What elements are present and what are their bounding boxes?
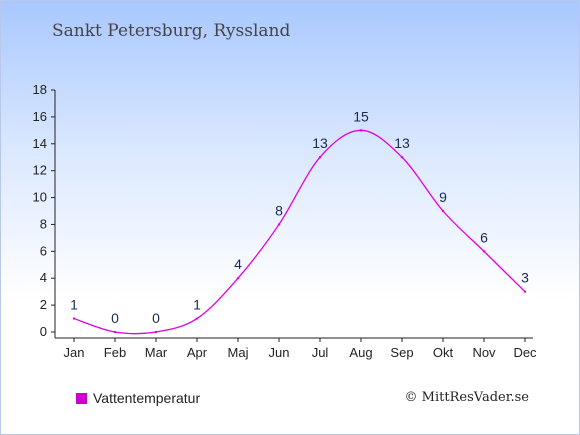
- copyright-text: © MittResVader.se: [404, 390, 529, 405]
- data-point: [154, 330, 158, 334]
- y-tick-label: 2: [40, 297, 47, 312]
- x-tick-label: Mar: [145, 345, 168, 360]
- y-tick-label: 4: [40, 270, 47, 285]
- data-label: 4: [234, 256, 242, 272]
- y-tick-label: 8: [40, 216, 47, 231]
- y-tick-label: 18: [33, 82, 47, 97]
- data-point: [236, 277, 240, 280]
- data-label: 13: [312, 135, 328, 151]
- data-label: 1: [70, 297, 78, 313]
- data-label: 0: [152, 310, 160, 326]
- data-label: 0: [111, 310, 119, 326]
- data-label: 9: [439, 189, 447, 205]
- x-tick-label: Aug: [349, 345, 372, 360]
- y-tick-label: 12: [33, 163, 47, 178]
- x-tick-label: Apr: [187, 345, 208, 360]
- data-point: [482, 250, 486, 253]
- y-tick-label: 0: [40, 324, 47, 339]
- x-tick-label: Feb: [104, 345, 126, 360]
- y-tick-label: 10: [33, 190, 47, 205]
- legend-label: Vattentemperatur: [93, 390, 201, 406]
- data-point: [359, 129, 363, 132]
- data-point: [400, 156, 404, 159]
- x-tick-label: Jan: [64, 345, 85, 360]
- x-tick-label: Dec: [513, 345, 537, 360]
- data-point: [72, 317, 76, 320]
- series-line: [73, 129, 526, 335]
- data-label: 1: [193, 297, 201, 313]
- legend: Vattentemperatur: [76, 390, 200, 406]
- data-point: [113, 330, 117, 334]
- x-tick-label: Jun: [269, 345, 290, 360]
- data-point: [318, 156, 322, 159]
- data-point: [523, 290, 527, 293]
- data-label: 8: [275, 202, 283, 218]
- chart-title: Sankt Petersburg, Ryssland: [52, 21, 291, 41]
- data-label: 15: [353, 108, 369, 124]
- data-marks: 1 0 0 1 4 8 13 15 13 9 6 3: [70, 108, 529, 335]
- x-tick-label: Sep: [390, 345, 413, 360]
- legend-swatch: [76, 392, 87, 404]
- data-label: 6: [480, 229, 488, 245]
- data-point: [441, 209, 445, 213]
- x-tick-label: Nov: [472, 345, 496, 360]
- x-tick-label: Maj: [228, 345, 249, 360]
- data-point: [277, 223, 281, 226]
- x-tick-label: Okt: [433, 345, 454, 360]
- y-tick-label: 14: [33, 136, 47, 151]
- data-label: 13: [394, 135, 410, 151]
- data-label: 3: [521, 270, 529, 286]
- x-tick-label: Jul: [312, 345, 329, 360]
- y-tick-label: 6: [40, 243, 47, 258]
- y-tick-label: 16: [33, 109, 47, 124]
- data-point: [195, 317, 199, 320]
